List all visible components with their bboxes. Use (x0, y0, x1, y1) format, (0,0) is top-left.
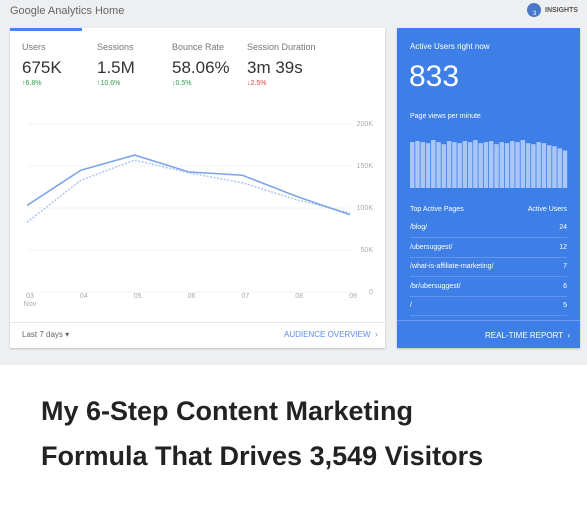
pageview-bar (452, 142, 457, 188)
pageview-bar (457, 143, 462, 188)
x-month-label: Nov (24, 301, 37, 308)
pageview-bar (436, 142, 441, 188)
pageview-bar (562, 150, 568, 188)
pageview-bar (462, 141, 468, 188)
page-path: / (410, 302, 412, 309)
pageview-bar (410, 142, 415, 188)
row-divider (410, 276, 567, 277)
x-tick-label: 07 (241, 293, 249, 300)
realtime-link[interactable]: REAL-TIME REPORT › (485, 331, 571, 340)
pageview-bar (441, 144, 447, 188)
table-header: Active Users (527, 206, 567, 213)
metric-change: ↑10.6% (97, 80, 121, 87)
pageview-bar (420, 142, 425, 188)
insights-icon[interactable] (527, 3, 541, 17)
insights-button[interactable]: INSIGHTS (545, 7, 579, 14)
insights-badge: 3 (533, 11, 537, 17)
article-title-line: Formula That Drives 3,549 Visitors (41, 441, 484, 471)
app-title: Google Analytics Home (10, 5, 125, 17)
row-divider (410, 315, 567, 316)
pageview-bar (467, 142, 473, 188)
page-users: 7 (563, 263, 567, 270)
active-tab-indicator (10, 28, 82, 31)
audience-card: Last 7 days ▾ AUDIENCE OVERVIEW › Users 6… (10, 28, 385, 348)
page-path: /br/ubersuggest/ (410, 282, 461, 290)
metric-value: 58.06% (172, 58, 230, 77)
x-tick-label: 03 (26, 293, 34, 300)
metric-label: Bounce Rate (172, 42, 225, 52)
row-divider (410, 295, 567, 297)
y-tick-label: 0 (369, 289, 373, 296)
metric-value: 3m 39s (247, 58, 303, 77)
page-users: 5 (563, 302, 567, 309)
pageview-bar (557, 148, 562, 188)
metric-label: Sessions (97, 42, 134, 52)
x-tick-label: 08 (295, 293, 303, 300)
page-users: 6 (563, 282, 567, 290)
pageview-bar (478, 143, 483, 188)
pageview-bar (483, 142, 489, 188)
page-path: /ubersuggest/ (410, 243, 453, 251)
y-tick-label: 100K (357, 205, 374, 212)
row-divider (410, 237, 567, 238)
page-users: 12 (559, 243, 567, 251)
page-path: /blog/ (410, 224, 428, 231)
x-tick-label: 09 (349, 293, 357, 300)
page-users: 24 (559, 224, 567, 231)
series-line (26, 154, 351, 216)
metric-value: 1.5M (97, 58, 135, 77)
x-tick-label: 06 (188, 293, 196, 300)
pageview-bar (494, 144, 499, 188)
date-range[interactable]: Last 7 days ▾ (22, 330, 70, 339)
realtime-title: Active Users right now (410, 42, 490, 51)
realtime-link-text: REAL-TIME REPORT (485, 331, 563, 340)
pageview-bar (499, 142, 504, 188)
pageview-bar (525, 143, 531, 188)
pageview-bar (504, 143, 510, 188)
page-path: /what-is-affiliate-marketing/ (410, 263, 494, 270)
y-tick-label: 200K (357, 121, 374, 128)
metric-label: Users (22, 42, 46, 52)
pageview-bar (489, 141, 494, 188)
pageview-bar (546, 145, 552, 188)
chart: 0 50K 100K 150K 200K 03 04 05 06 07 08 09 Nov (24, 121, 568, 308)
table-header: Top Active Pages (410, 206, 464, 213)
pageview-bar (541, 143, 547, 188)
series-line (26, 159, 351, 223)
y-tick-label: 150K (357, 163, 374, 170)
date-range-text: Last 7 days (22, 330, 63, 339)
active-users-count: 833 (409, 60, 460, 93)
pageview-bar (431, 140, 436, 188)
x-tick-label: 05 (134, 293, 142, 300)
pageview-bar (415, 141, 420, 188)
pageview-bar (425, 143, 431, 188)
pageview-bar (515, 142, 520, 188)
pageview-bar (520, 140, 526, 188)
metric-label: Session Duration (247, 42, 316, 52)
pageview-bar (536, 142, 541, 188)
audience-link-text: AUDIENCE OVERVIEW (284, 330, 371, 339)
pageviews-label: Page views per minute (410, 113, 481, 120)
divider (10, 322, 385, 323)
x-tick-label: 04 (80, 293, 88, 300)
y-tick-label: 50K (361, 247, 374, 254)
audience-link[interactable]: AUDIENCE OVERVIEW › (284, 330, 378, 339)
divider (397, 320, 580, 321)
pageview-bar (552, 146, 557, 188)
article-title-line: My 6-Step Content Marketing (41, 396, 414, 426)
row-divider (410, 256, 567, 258)
metric-value: 675K (22, 58, 62, 77)
pageview-bar (446, 141, 452, 188)
pageview-bar (510, 141, 515, 188)
metric-change: ↓2.5% (247, 80, 267, 87)
metric-change: ↑6.8% (22, 80, 42, 87)
metric-change: ↓0.5% (172, 80, 192, 87)
pageview-bar (531, 144, 536, 188)
pageview-bar (473, 140, 478, 188)
